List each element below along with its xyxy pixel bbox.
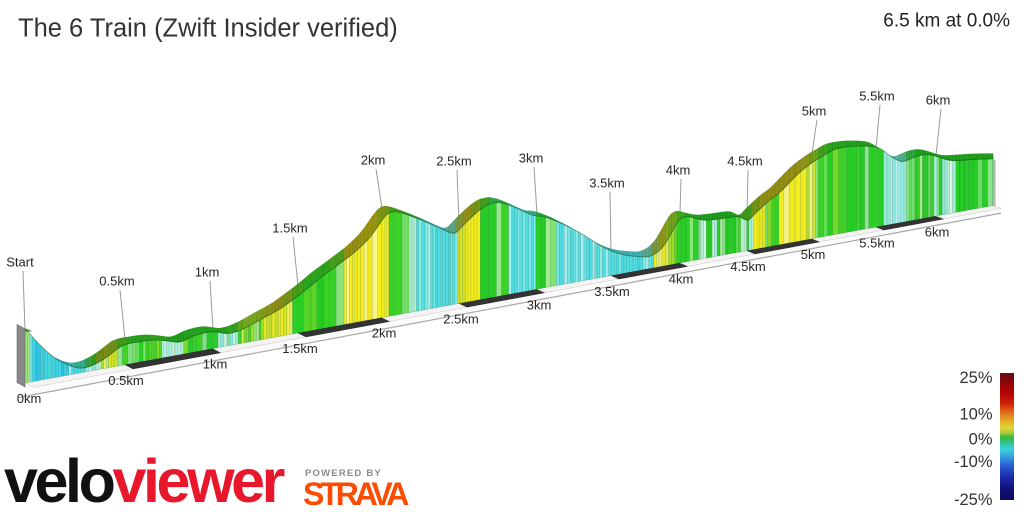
svg-text:0%: 0% — [969, 430, 993, 448]
svg-text:1.5km: 1.5km — [282, 341, 317, 356]
svg-text:0km: 0km — [17, 391, 42, 406]
svg-text:6km: 6km — [925, 224, 950, 239]
svg-text:3.5km: 3.5km — [589, 176, 624, 191]
svg-text:0.5km: 0.5km — [108, 373, 143, 388]
svg-text:veloviewer: veloviewer — [4, 447, 285, 512]
svg-text:2km: 2km — [361, 153, 386, 168]
svg-text:6km: 6km — [926, 93, 951, 108]
svg-text:1km: 1km — [203, 357, 228, 372]
svg-text:5.5km: 5.5km — [859, 89, 894, 104]
svg-text:5.5km: 5.5km — [859, 235, 894, 250]
svg-text:4km: 4km — [669, 271, 694, 286]
svg-text:POWERED BY: POWERED BY — [305, 468, 382, 479]
svg-text:1km: 1km — [195, 265, 220, 280]
svg-text:0.5km: 0.5km — [99, 274, 134, 289]
svg-text:4.5km: 4.5km — [727, 154, 762, 169]
svg-text:3km: 3km — [519, 151, 544, 166]
svg-text:The 6 Train (Zwift Insider ver: The 6 Train (Zwift Insider verified) — [18, 15, 398, 43]
svg-text:25%: 25% — [959, 369, 992, 387]
svg-text:Start: Start — [6, 255, 34, 270]
svg-text:2km: 2km — [372, 326, 397, 341]
svg-text:STRAVA: STRAVA — [303, 476, 409, 512]
svg-text:1.5km: 1.5km — [272, 221, 307, 236]
svg-text:5km: 5km — [801, 247, 826, 262]
svg-text:3km: 3km — [527, 297, 552, 312]
svg-text:-10%: -10% — [954, 453, 993, 471]
svg-text:-25%: -25% — [954, 491, 993, 509]
svg-text:6.5 km at 0.0%: 6.5 km at 0.0% — [883, 11, 1010, 32]
svg-text:3.5km: 3.5km — [594, 284, 629, 299]
svg-text:10%: 10% — [959, 405, 992, 423]
svg-text:2.5km: 2.5km — [436, 154, 471, 169]
svg-text:4.5km: 4.5km — [730, 259, 765, 274]
svg-text:2.5km: 2.5km — [443, 312, 478, 327]
svg-text:4km: 4km — [666, 163, 691, 178]
svg-text:5km: 5km — [802, 104, 827, 119]
